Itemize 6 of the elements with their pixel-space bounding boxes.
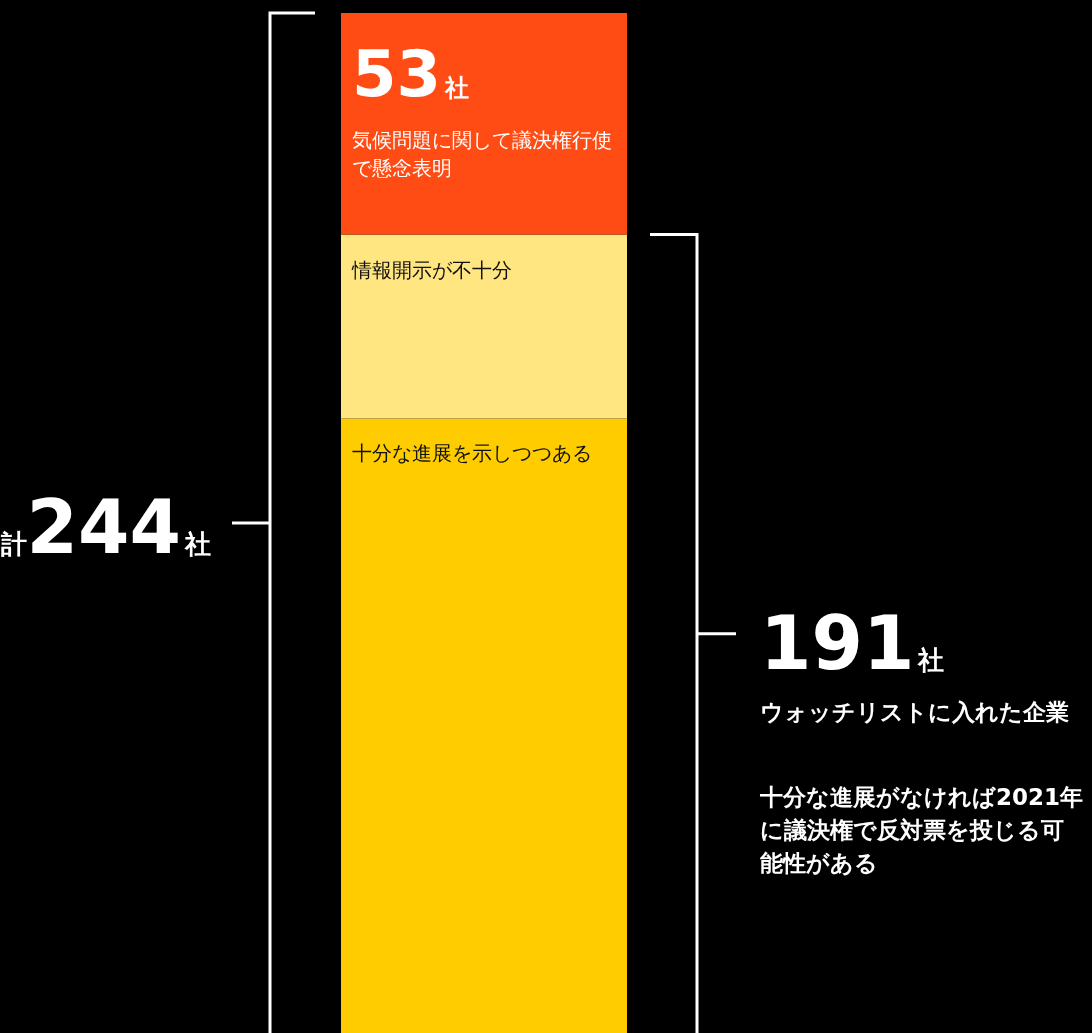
text: 計244社: [0, 484, 211, 570]
text: ウォッチリストに入れた企業: [760, 698, 1069, 725]
series-label: 十分な進展を示しつつある: [352, 441, 592, 466]
series-label: 情報開示が不十分: [351, 257, 512, 282]
text: 十分な進展がなければ2021年に議決権で反対票を投じる可能性がある: [759, 783, 1084, 876]
series-label: 気候問題に関して議決権行使で懸念表明: [352, 128, 612, 180]
